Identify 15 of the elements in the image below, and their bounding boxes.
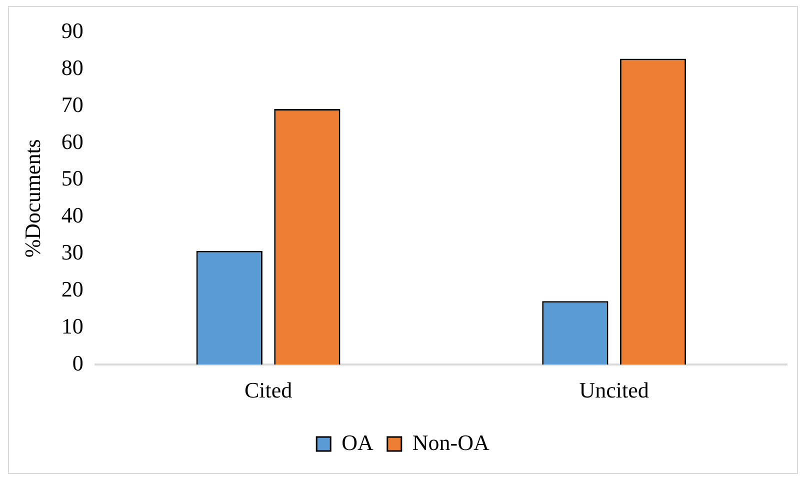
y-axis-title: %Documents (20, 139, 45, 258)
legend-label: OA (342, 430, 374, 455)
y-tick-label: 20 (61, 276, 84, 302)
y-tick-label: 50 (61, 166, 84, 191)
y-tick-label: 80 (61, 54, 84, 80)
x-tick-label: Uncited (579, 378, 649, 403)
y-tick-label: 60 (61, 128, 84, 154)
y-tick-label: 40 (61, 202, 84, 228)
y-tick-label: 0 (72, 350, 84, 376)
x-tick-label: Cited (244, 378, 292, 403)
y-tick-label: 30 (61, 240, 84, 265)
y-tick-label: 70 (61, 92, 84, 117)
legend-label: Non-OA (412, 430, 490, 455)
y-tick-label: 10 (61, 313, 84, 338)
y-tick-label: 90 (61, 18, 84, 43)
